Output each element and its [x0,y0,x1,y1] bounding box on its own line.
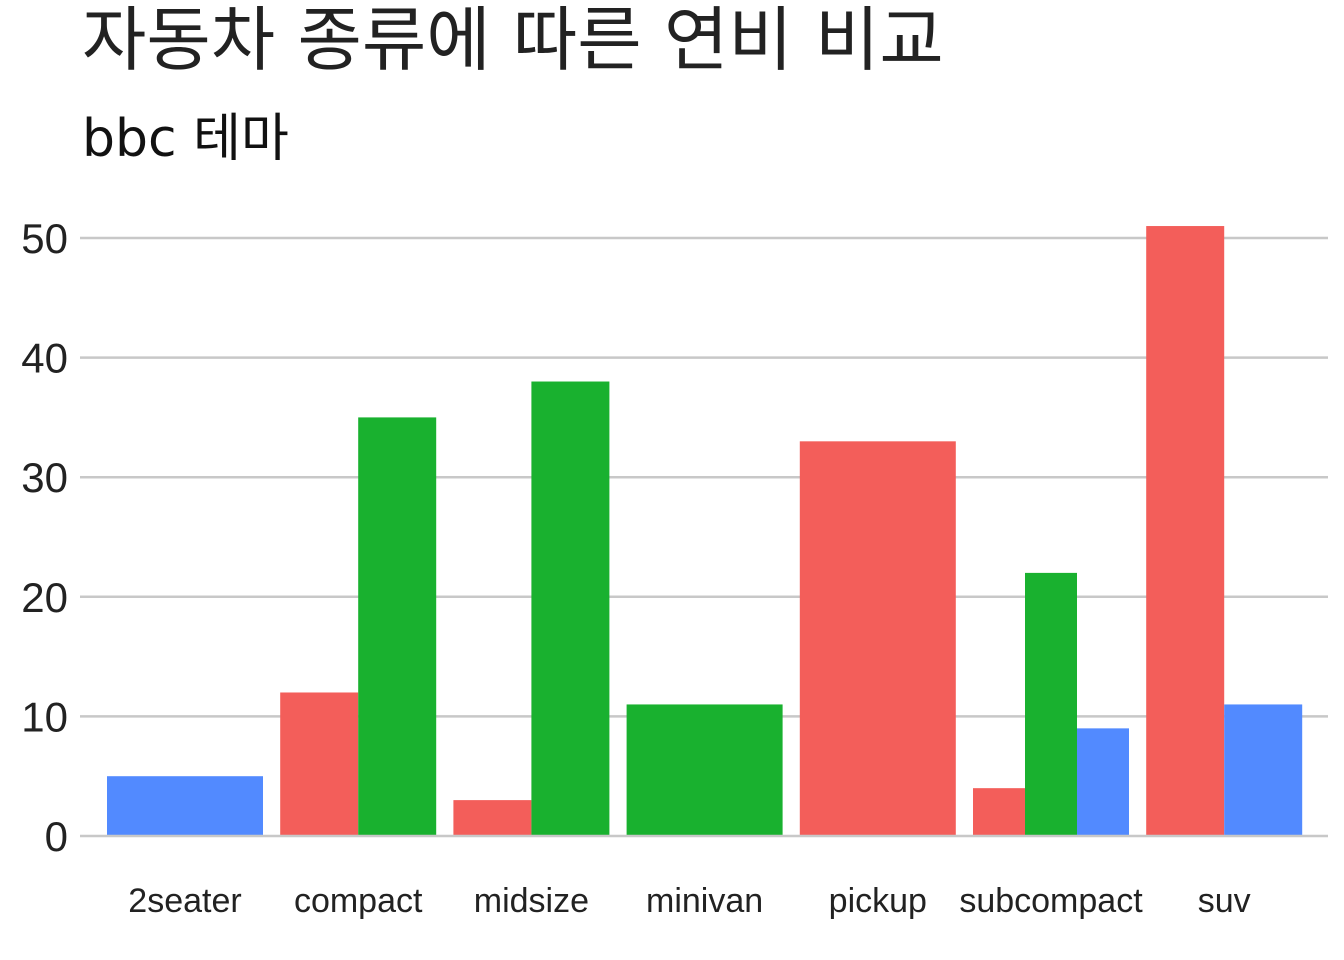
y-tick-labels: 0 10 20 30 40 50 [21,215,68,860]
bar-2seater-series-3 [107,776,263,836]
bar-suv-series-3 [1224,704,1303,836]
bar-midsize-series-2 [531,381,610,836]
y-tick-label-30: 30 [21,454,68,501]
y-tick-label-40: 40 [21,335,68,382]
gridlines [80,236,1328,718]
bar-compact-series-2 [358,417,437,836]
x-tick-label-pickup: pickup [829,882,927,920]
bar-compact-series-1 [280,692,359,836]
bar-pickup-series-1 [799,441,956,836]
x-tick-label-suv: suv [1198,882,1251,920]
x-tick-label-minivan: minivan [646,882,763,920]
chart-title: 자동차 종류에 따른 연비 비교 [82,0,944,81]
y-tick-label-50: 50 [21,215,68,262]
x-tick-label-midsize: midsize [474,882,589,920]
y-tick-label-20: 20 [21,574,68,621]
chart-subtitle: bbc 테마 [82,109,289,169]
bar-suv-series-1 [1146,226,1225,837]
x-tick-label-compact: compact [294,882,423,920]
x-tick-label-2seater: 2seater [128,882,241,920]
bars [107,226,1303,837]
y-tick-label-10: 10 [21,693,68,740]
y-tick-label-0: 0 [45,813,68,860]
x-tick-label-subcompact: subcompact [959,882,1143,920]
bar-minivan-series-2 [626,704,783,836]
x-tick-labels: 2seater compact midsize minivan pickup subcom… [128,882,1250,920]
bar-subcompact-series-2 [1025,572,1077,836]
bar-midsize-series-1 [453,800,532,836]
bar-subcompact-series-3 [1077,728,1129,836]
bar-subcompact-series-1 [973,788,1025,836]
